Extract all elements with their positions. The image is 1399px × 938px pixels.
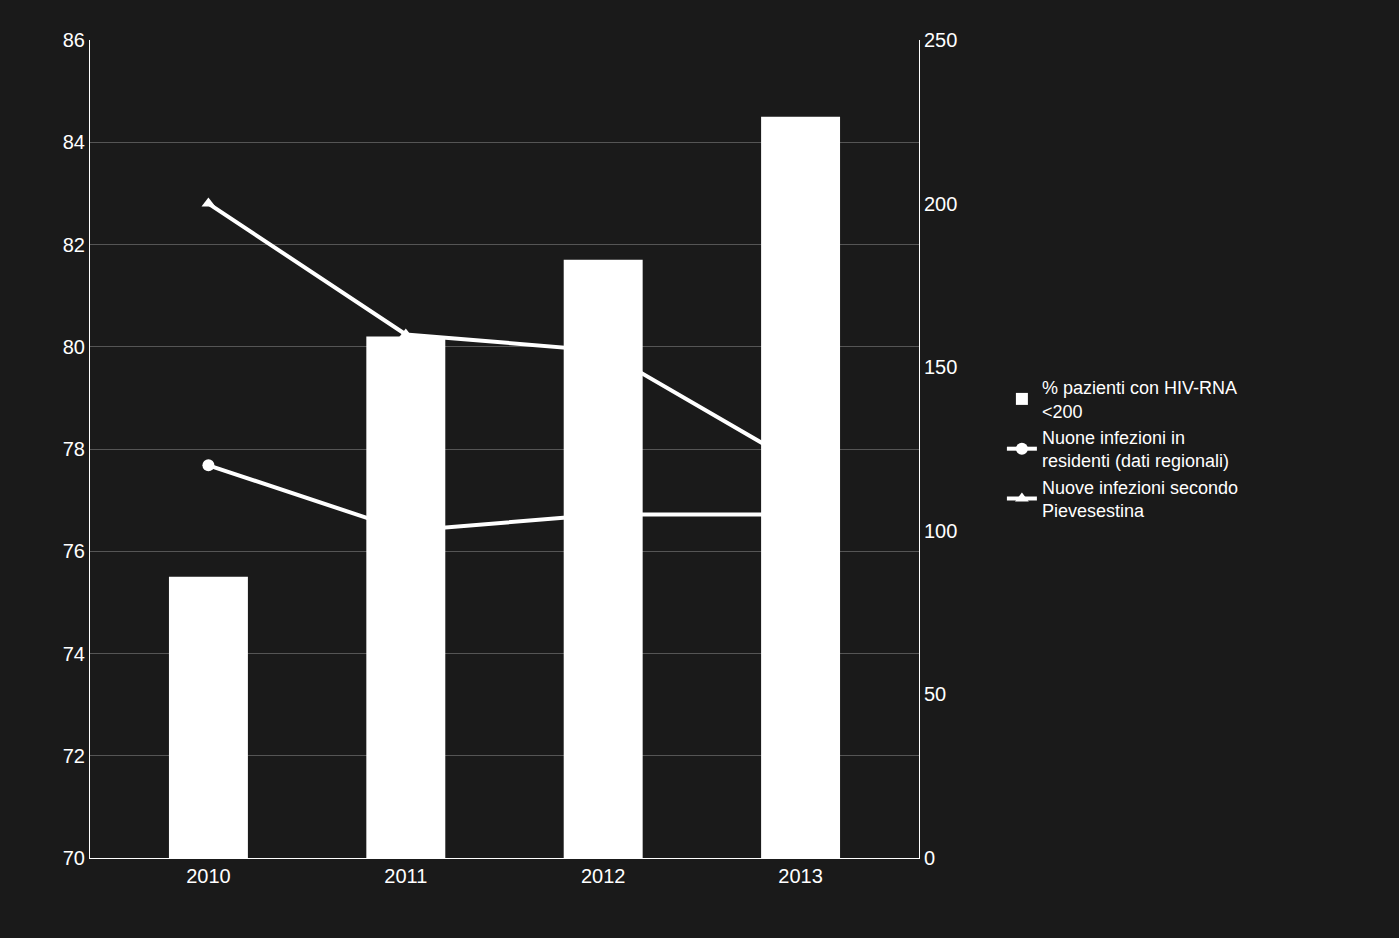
svg-text:78: 78: [63, 438, 85, 460]
svg-text:2013: 2013: [778, 865, 823, 887]
svg-text:0: 0: [924, 847, 935, 869]
svg-text:100: 100: [924, 520, 957, 542]
svg-text:76: 76: [63, 540, 85, 562]
svg-text:74: 74: [63, 643, 85, 665]
svg-text:82: 82: [63, 234, 85, 256]
svg-text:2011: 2011: [384, 865, 427, 887]
svg-text:150: 150: [924, 356, 957, 378]
svg-text:86: 86: [63, 29, 85, 51]
svg-text:Nuove infezioni secondoPievese: Nuove infezioni secondoPievesestina: [1042, 478, 1238, 521]
svg-text:% pazienti con HIV-RNA<200: % pazienti con HIV-RNA<200: [1042, 378, 1237, 421]
svg-text:50: 50: [924, 683, 946, 705]
svg-text:250: 250: [924, 29, 957, 51]
svg-text:70: 70: [63, 847, 85, 869]
svg-text:72: 72: [63, 745, 85, 767]
svg-text:80: 80: [63, 336, 85, 358]
svg-text:Nuone infezioni inresidenti (d: Nuone infezioni inresidenti (dati region…: [1042, 428, 1229, 471]
svg-text:200: 200: [924, 193, 957, 215]
svg-text:2012: 2012: [581, 865, 626, 887]
svg-text:84: 84: [63, 131, 85, 153]
svg-text:2010: 2010: [186, 865, 231, 887]
